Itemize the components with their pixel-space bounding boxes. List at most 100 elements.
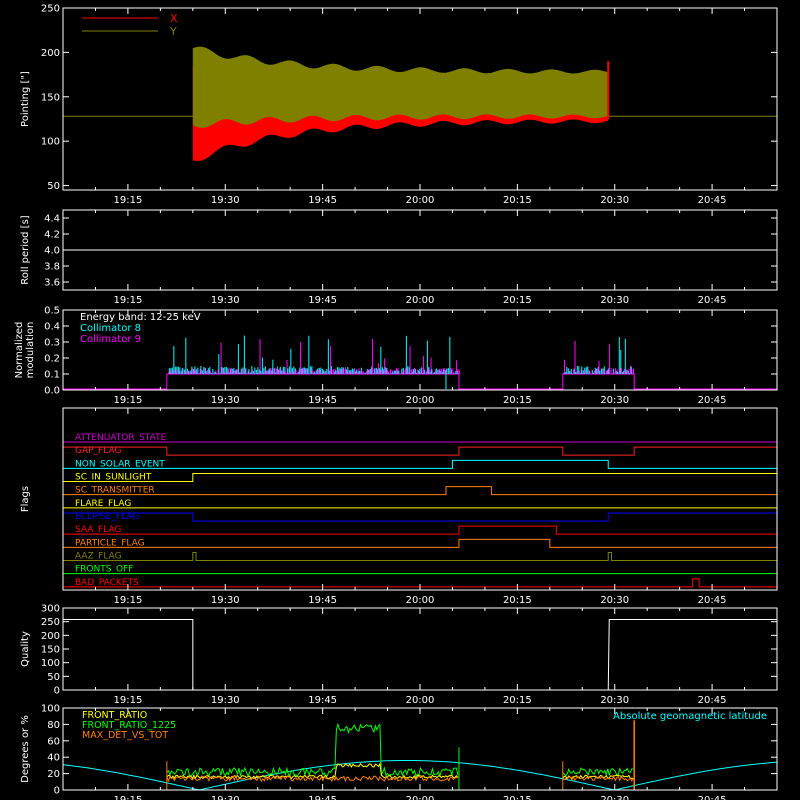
y-tick-label: 60 [47,736,60,747]
flag-label: SC_IN_SUNLIGHT [75,473,152,483]
legend-label: Collimator 9 [80,334,141,345]
front-ratio-line [166,762,459,780]
x-tick-label: 19:30 [211,795,240,800]
flag-label: GAP_FLAG [75,446,121,456]
y-tick-label: 20 [47,769,60,780]
y-axis-label: Degrees or % [20,715,31,783]
x-tick-label: 19:45 [308,395,337,406]
x-tick-label: 19:30 [211,395,240,406]
y-tick-label: 4.0 [44,246,60,257]
x-tick-label: 20:15 [503,795,532,800]
x-tick-label: 20:15 [503,195,532,206]
legend-label: Collimator 8 [80,323,141,334]
flag-label: ECLIPSE_FLAG [75,512,139,522]
x-tick-label: 20:45 [698,195,727,206]
y-tick-label: 3.8 [44,262,60,273]
x-tick-label: 19:45 [308,695,337,706]
flag-label: NON_SOLAR_EVENT [75,459,165,469]
flag-step-line [63,538,777,548]
flag-step-line [62,446,778,456]
y-tick-label: 80 [47,720,60,731]
y-tick-label: 0.0 [44,386,60,397]
y-tick-label: 100 [41,658,60,669]
flag-step-line [62,512,778,522]
x-tick-label: 19:15 [113,695,142,706]
x-tick-label: 20:00 [406,395,435,406]
x-tick-label: 20:45 [698,295,727,306]
x-tick-label: 19:15 [113,295,142,306]
y-tick-label: 150 [41,645,60,656]
legend-label: X [170,12,178,25]
flags-frame [62,407,778,591]
y-tick-label: 0.2 [44,354,60,365]
x-tick-label: 20:15 [503,395,532,406]
x-tick-label: 19:15 [113,795,142,800]
legend-label: Energy band: 12-25 keV [80,312,201,323]
x-tick-label: 20:30 [600,595,629,606]
y-tick-label: 0 [54,786,60,797]
x-tick-label: 19:45 [308,595,337,606]
y-tick-label: 0.3 [44,338,60,349]
x-tick-label: 20:45 [698,395,727,406]
y-axis-label: Pointing ["] [20,71,31,127]
x-tick-label: 20:45 [698,595,727,606]
front-ratio-1225-line [562,767,634,777]
flag-step-line [63,459,777,469]
x-tick-label: 20:30 [600,395,629,406]
flag-label: SC_TRANSMITTER [75,486,155,496]
legend-label: FRONT_RATIO [82,710,147,721]
x-tick-label: 20:30 [600,695,629,706]
y-tick-label: 250 [41,617,60,628]
y-axis-label: Roll period [s] [20,215,31,284]
x-tick-label: 19:15 [113,395,142,406]
legend-label: Y [169,25,177,38]
quality-line [63,618,777,691]
x-tick-label: 19:15 [113,595,142,606]
y-tick-label: 0.1 [44,370,60,381]
y-axis-label: modulation [25,322,36,379]
y-tick-label: 40 [47,753,60,764]
x-tick-label: 20:00 [406,595,435,606]
x-tick-label: 19:30 [211,195,240,206]
x-tick-label: 19:30 [211,595,240,606]
x-tick-label: 20:00 [406,195,435,206]
max-det-vs-tot-line [562,775,634,782]
y-tick-label: 100 [41,137,60,148]
flag-step-line [63,552,777,561]
x-tick-label: 20:15 [503,695,532,706]
y-tick-label: 50 [47,181,60,192]
y-tick-label: 0 [54,686,60,697]
legend-label: FRONT_RATIO_1225 [82,720,176,731]
y-tick-label: 100 [41,704,60,715]
y-tick-label: 0.5 [44,306,60,317]
legend-label: MAX_DET_VS_TOT [82,730,168,741]
annotation-label: Absolute geomagnetic latitude [613,711,767,722]
data-layer [62,46,778,791]
x-tick-label: 20:00 [406,695,435,706]
y-axis-label: Flags [20,486,31,512]
x-tick-label: 20:15 [503,595,532,606]
flag-label: BAD_PACKETS [75,578,139,588]
x-tick-label: 19:45 [308,195,337,206]
y-tick-label: 0.4 [44,322,60,333]
y-tick-label: 50 [47,672,60,683]
flag-label: ATTENUATOR_STATE [75,433,167,443]
y-tick-label: 200 [41,48,60,59]
y-tick-label: 150 [41,92,60,103]
y-tick-label: 3.6 [44,278,60,289]
flag-label: FRONTS_OFF [75,565,133,575]
frames-layer [62,7,778,791]
flag-label: FLARE_FLAG [75,499,131,509]
x-tick-label: 20:30 [600,195,629,206]
y-tick-label: 4.4 [44,214,60,225]
geomagnetic-latitude-line [62,760,778,791]
flag-step-line [63,486,777,496]
x-tick-label: 19:15 [113,195,142,206]
text-layer: 19:15 19:30 19:45 20:00 20:15 20:30 20:45 Point… [14,4,767,800]
x-tick-label: 19:30 [211,295,240,306]
flag-step-line [63,473,778,482]
y-tick-label: 200 [41,631,60,642]
y-tick-label: 300 [41,604,60,615]
max-det-vs-tot-line [166,774,459,783]
